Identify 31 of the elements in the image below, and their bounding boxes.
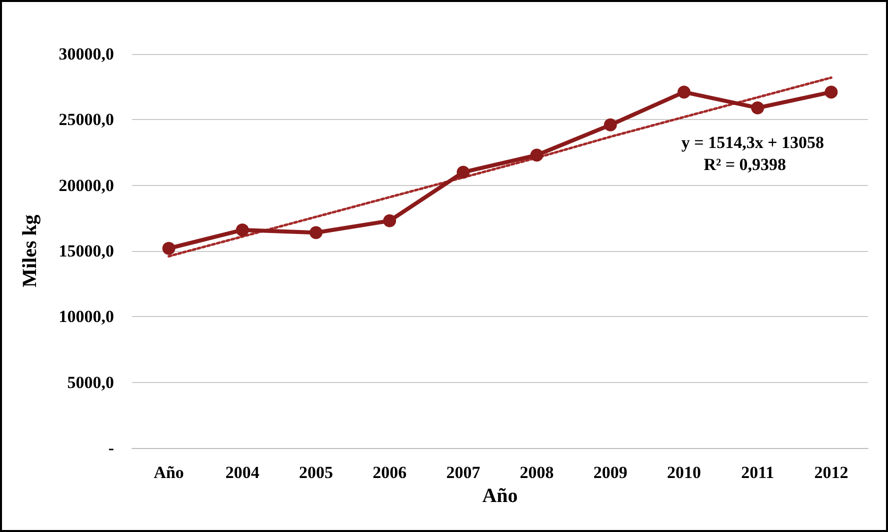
point <box>824 86 838 99</box>
point <box>678 86 690 99</box>
x-tick-label: 2004 <box>225 463 260 482</box>
point <box>530 148 544 162</box>
y-tick-label: 30000,0 <box>58 44 114 64</box>
point <box>383 214 396 228</box>
point <box>310 226 322 240</box>
y-tick-label: 5000,0 <box>67 372 114 392</box>
point <box>456 166 470 179</box>
annotation: R² = 0,9398 <box>704 155 786 174</box>
x-tick-label: 2005 <box>299 463 333 482</box>
point <box>751 101 764 114</box>
y-axis-title: Miles kg <box>19 214 41 288</box>
x-tick-label: 2006 <box>372 463 407 482</box>
x-tick-label: 2007 <box>446 463 481 482</box>
annotation: y = 1514,3x + 13058 <box>681 133 824 152</box>
x-tick-label: 2012 <box>814 463 848 482</box>
x-tick-label: 2008 <box>520 463 554 482</box>
y-tick-label: 15000,0 <box>58 242 114 260</box>
x-tick-label: 2010 <box>667 463 701 482</box>
y-tick-label: 10000,0 <box>58 307 114 326</box>
x-tick-label: Año <box>154 463 184 482</box>
x-tick-label: 2009 <box>593 463 628 482</box>
y-tick-label: 20000,0 <box>58 176 114 195</box>
y-tick-label: 25000,0 <box>58 110 114 130</box>
y-tick-label: - <box>108 438 114 458</box>
point <box>236 223 249 236</box>
x-tick-label: 2011 <box>741 463 774 482</box>
x-axis-title: Año <box>482 485 518 507</box>
point <box>162 242 176 255</box>
point <box>604 118 617 132</box>
